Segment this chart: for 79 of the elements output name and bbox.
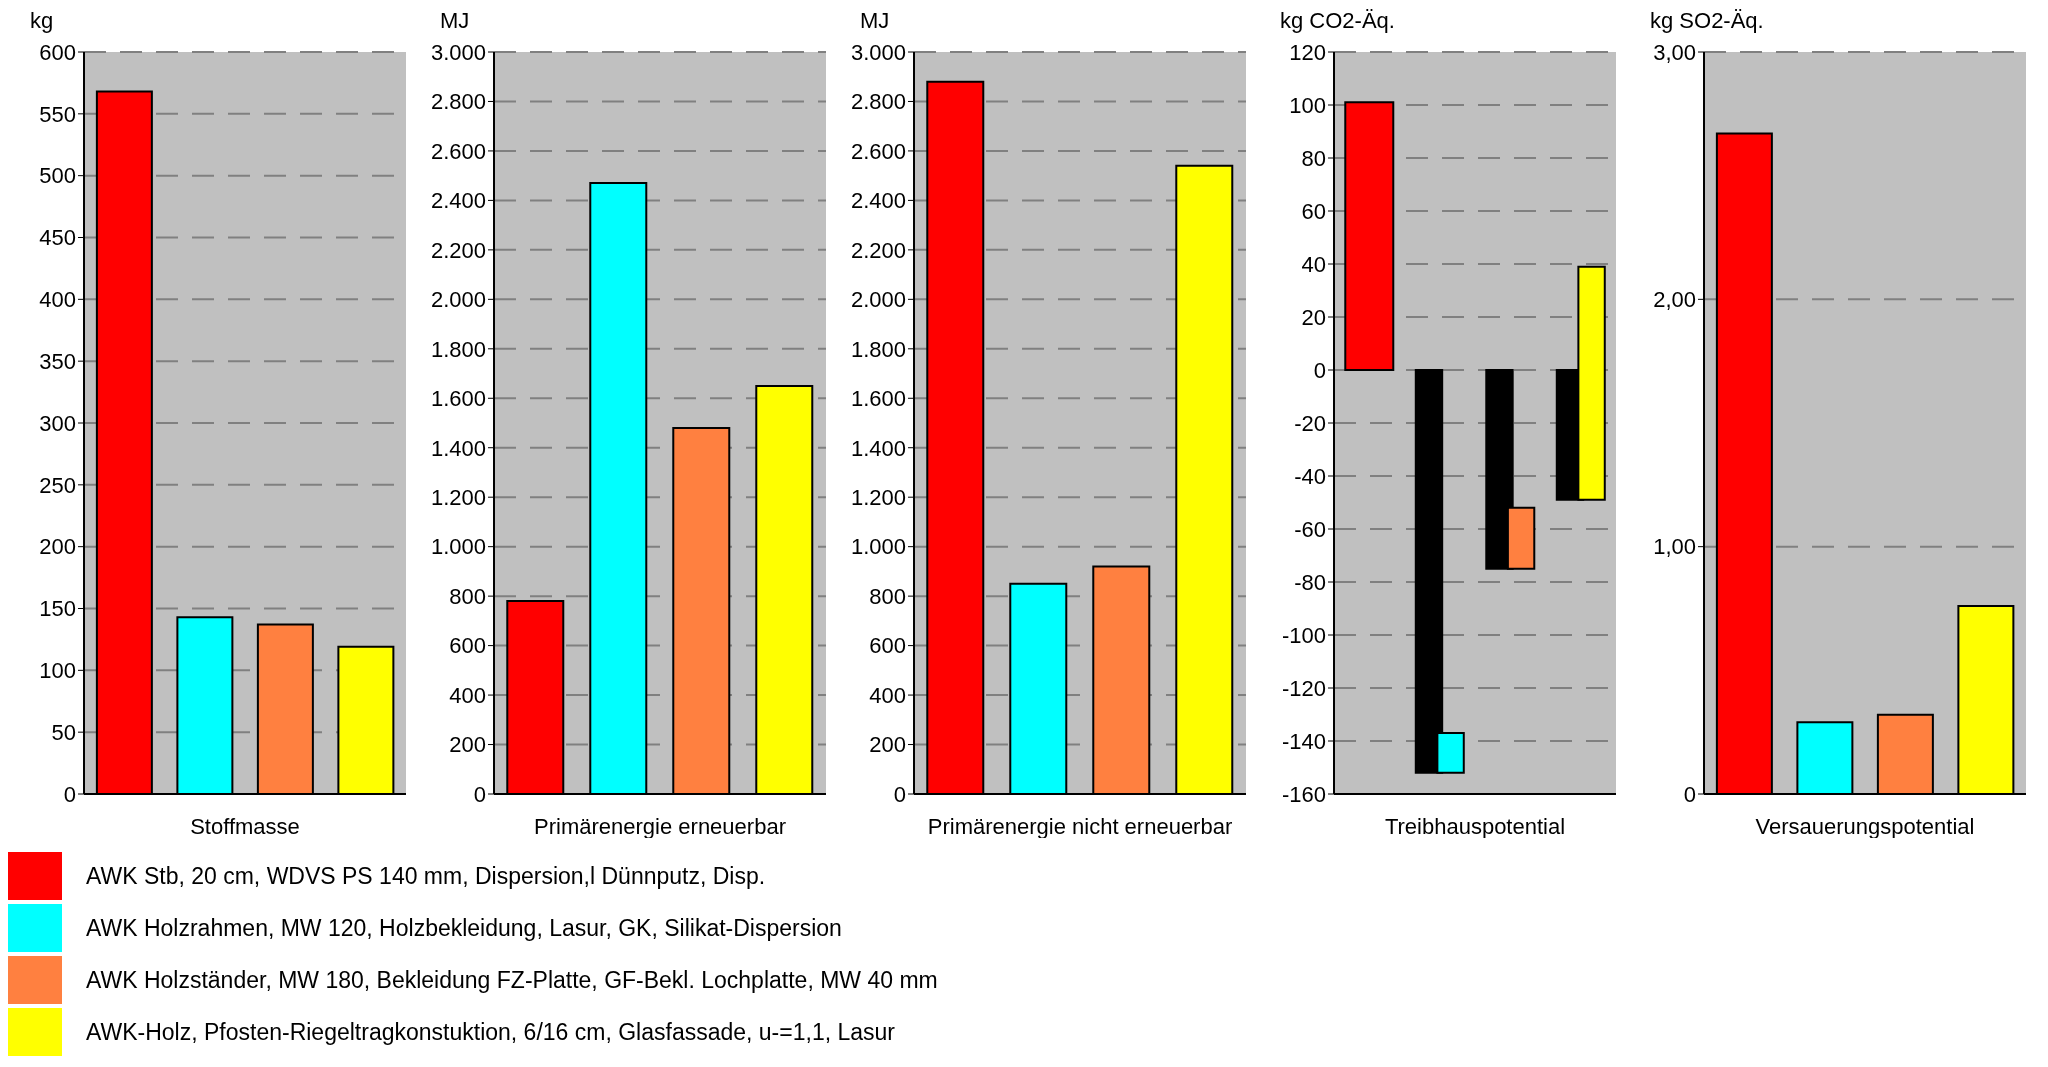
y-tick-label: -60 [1294, 516, 1326, 542]
y-tick-label: -20 [1294, 410, 1326, 436]
y-tick-label: 80 [1301, 145, 1326, 171]
y-tick-label: 1.000 [430, 534, 486, 560]
legend-label: AWK-Holz, Pfosten-Riegeltragkonstuktion, 6/16 cm, Glasfassade, u-=1,1, Lasur [86, 1018, 895, 1046]
y-tick-label: 800 [869, 583, 906, 609]
y-tick-label: 1.000 [850, 534, 906, 560]
y-tick-label: 400 [869, 682, 906, 708]
y-tick-label: 2.600 [430, 138, 486, 164]
y-tick-label: 800 [449, 583, 486, 609]
y-tick-label: 2,00 [1653, 287, 1696, 313]
y-tick-label: 450 [39, 225, 76, 251]
legend-label: AWK Stb, 20 cm, WDVS PS 140 mm, Dispersion,l Dünnputz, Disp. [86, 862, 766, 890]
y-tick-label: 50 [51, 719, 76, 745]
y-axis-title: kg SO2-Äq. [1649, 8, 1765, 35]
y-axis-title: MJ [859, 8, 891, 35]
y-tick-label: -120 [1281, 675, 1326, 701]
y-axis-title: kg [29, 8, 55, 35]
y-tick-label: 1.200 [850, 485, 906, 511]
y-tick-label: 3.000 [850, 39, 906, 65]
y-tick-label: 2.000 [430, 287, 486, 313]
y-tick-label: 400 [449, 682, 486, 708]
y-tick-label: 20 [1301, 304, 1326, 330]
y-tick-label: 200 [39, 534, 76, 560]
y-tick-label: 100 [39, 658, 76, 684]
y-tick-label: 200 [449, 732, 486, 758]
y-tick-label: 100 [1289, 92, 1326, 118]
y-tick-label: 0 [63, 781, 76, 807]
y-tick-label: 2.800 [430, 89, 486, 115]
y-tick-label: 1.400 [850, 435, 906, 461]
x-axis-title: Primärenergie erneuerbar [534, 814, 786, 839]
y-tick-label: 1.600 [430, 386, 486, 412]
y-tick-label: 1.800 [850, 336, 906, 362]
x-axis-title: Treibhauspotential [1384, 814, 1566, 839]
legend-label: AWK Holzständer, MW 180, Bekleidung FZ-Platte, GF-Bekl. Lochplatte, MW 40 mm [86, 966, 938, 994]
y-tick-label: 200 [869, 732, 906, 758]
y-tick-label: 3,00 [1653, 39, 1696, 65]
y-tick-label: 2.400 [430, 188, 486, 214]
y-tick-label: 40 [1301, 251, 1326, 277]
y-axis-title: kg CO2-Äq. [1279, 8, 1396, 35]
y-tick-label: 1.800 [430, 336, 486, 362]
y-tick-label: 2.000 [850, 287, 906, 313]
y-tick-label: 0 [893, 781, 906, 807]
x-axis-title: Versauerungspotential [1755, 814, 1975, 839]
y-tick-label: 2.600 [850, 138, 906, 164]
y-tick-label: 0 [1683, 781, 1696, 807]
y-tick-label: -140 [1281, 728, 1326, 754]
y-tick-label: -100 [1281, 622, 1326, 648]
y-tick-label: 2.800 [850, 89, 906, 115]
y-tick-label: 600 [869, 633, 906, 659]
y-tick-label: 1.600 [850, 386, 906, 412]
y-tick-label: 600 [449, 633, 486, 659]
y-tick-label: -40 [1294, 463, 1326, 489]
y-tick-label: 0 [1313, 357, 1326, 383]
y-tick-label: 600 [39, 39, 76, 65]
x-axis-title: Stoffmasse [190, 814, 300, 839]
x-axis-title: Primärenergie nicht erneuerbar [927, 814, 1233, 839]
y-tick-label: 1,00 [1653, 534, 1696, 560]
y-tick-label: 300 [39, 410, 76, 436]
y-tick-label: -160 [1281, 781, 1326, 807]
y-tick-label: 2.200 [430, 237, 486, 263]
bar [1344, 101, 1395, 371]
y-tick-label: 550 [39, 101, 76, 127]
y-axis-title: MJ [439, 8, 471, 35]
y-tick-label: 350 [39, 348, 76, 374]
y-tick-label: 2.200 [850, 237, 906, 263]
y-tick-label: 60 [1301, 198, 1326, 224]
y-tick-label: -80 [1294, 569, 1326, 595]
y-tick-label: 1.200 [430, 485, 486, 511]
y-tick-label: 0 [473, 781, 486, 807]
y-tick-label: 400 [39, 287, 76, 313]
y-tick-label: 2.400 [850, 188, 906, 214]
y-tick-label: 3.000 [430, 39, 486, 65]
y-tick-label: 500 [39, 163, 76, 189]
legend-label: AWK Holzrahmen, MW 120, Holzbekleidung, Lasur, GK, Silikat-Dispersion [86, 914, 842, 942]
y-tick-label: 1.400 [430, 435, 486, 461]
y-tick-label: 120 [1289, 39, 1326, 65]
y-tick-label: 250 [39, 472, 76, 498]
y-tick-label: 150 [39, 596, 76, 622]
